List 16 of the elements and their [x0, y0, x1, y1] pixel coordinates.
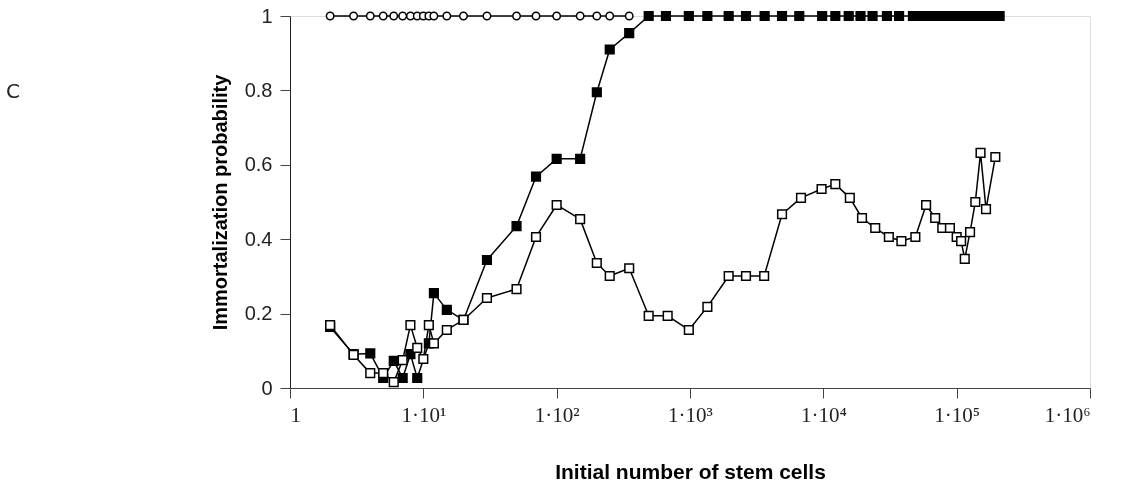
x-axis-title: Initial number of stem cells: [555, 459, 826, 483]
x-tick-label: 1·10⁴: [800, 402, 847, 427]
x-tick-label: 1·10³: [668, 402, 713, 427]
x-tick-label: 1·10¹: [401, 402, 447, 427]
y-tick-label: 0.2: [244, 302, 273, 325]
x-tick-label: 1: [290, 402, 301, 427]
x-tick-label: 1·10⁶: [1044, 402, 1091, 427]
x-tick-label: 1·10⁵: [934, 402, 981, 427]
y-axis-title: Immortalization probability: [208, 73, 231, 331]
y-tick-label: 0.8: [244, 78, 273, 101]
text: C: [6, 79, 20, 103]
y-tick-label: 0.6: [244, 153, 273, 176]
x-tick-label: 1·10²: [534, 402, 580, 427]
y-tick-label: 0: [261, 376, 273, 399]
y-tick-label: 1: [261, 4, 273, 27]
y-tick-label: 0.4: [244, 227, 273, 250]
